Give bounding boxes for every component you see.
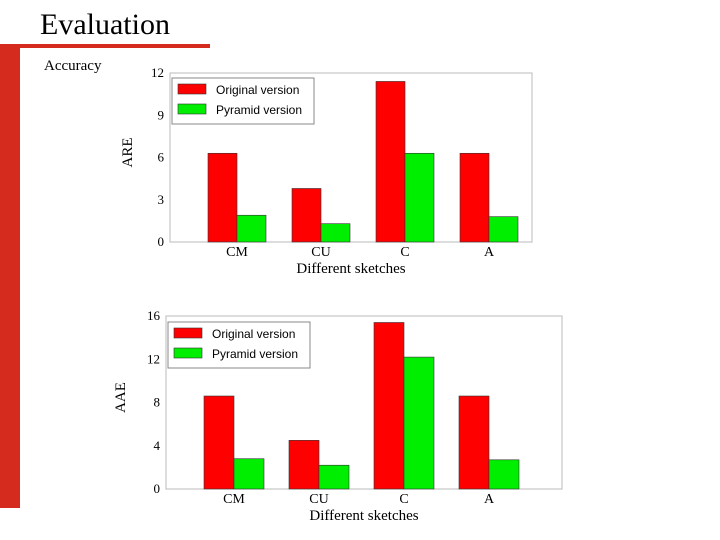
chart1-ytick-label: 3	[158, 192, 165, 207]
chart2-bar-pyramid-cu	[318, 464, 350, 490]
slide-title: Evaluation	[40, 8, 170, 41]
chart2-ytick-label: 4	[154, 438, 161, 453]
chart2-yaxis-label: AAE	[113, 382, 129, 413]
chart1-category-label: C	[400, 245, 409, 260]
chart1-bar-original-cu	[291, 188, 322, 243]
chart1-bar-original-a	[459, 152, 490, 243]
chart2-bar-original-cu	[288, 440, 320, 490]
chart1-bar-pyramid-cm	[236, 214, 267, 243]
chart1-bar-pyramid-a	[488, 216, 519, 243]
chart2-category-label: CM	[223, 492, 245, 507]
chart2-category-label: A	[484, 492, 495, 507]
chart2-ytick-label: 12	[147, 351, 160, 366]
chart1-category-label: CM	[226, 245, 248, 260]
chart1-ytick-label: 9	[158, 107, 165, 122]
chart2-category-label: C	[399, 492, 408, 507]
chart1-legend-label: Pyramid version	[216, 103, 302, 117]
chart1-ytick-label: 12	[151, 65, 164, 80]
chart1-plot-frame	[169, 72, 533, 243]
chart1-bar-original-c	[375, 81, 406, 243]
chart1-xaxis-label: Different sketches	[296, 261, 405, 277]
chart2-ytick-label: 8	[154, 395, 161, 410]
chart1-bar-pyramid-cu	[320, 223, 351, 243]
chart1-yaxis-label: ARE	[120, 138, 136, 168]
chart1-legend-swatch-original	[177, 83, 207, 95]
chart1-category-label: CU	[311, 245, 330, 260]
chart1-legend-box	[171, 77, 315, 125]
slide-subtitle: Accuracy	[44, 58, 102, 74]
chart1-ytick-label: 0	[158, 234, 165, 249]
chart1-legend-swatch-pyramid	[177, 103, 207, 115]
chart2-legend-swatch-original	[173, 327, 203, 339]
chart2-bar-original-a	[458, 395, 490, 490]
chart2-legend-label: Original version	[212, 327, 295, 341]
left-accent-bar	[0, 44, 20, 508]
chart2-bar-pyramid-c	[403, 356, 435, 490]
chart2-ytick-label: 0	[154, 481, 161, 496]
chart1-ytick-label: 6	[158, 150, 165, 165]
chart2-bar-pyramid-a	[488, 459, 520, 490]
chart1-legend-label: Original version	[216, 83, 299, 97]
chart2-ytick-label: 16	[147, 308, 161, 323]
chart2-bar-original-cm	[203, 395, 235, 490]
chart1-bar-pyramid-c	[404, 152, 435, 243]
title-underline	[0, 44, 210, 48]
chart2-xaxis-label: Different sketches	[309, 508, 418, 524]
chart2-bar-original-c	[373, 322, 405, 490]
chart2-legend-label: Pyramid version	[212, 347, 298, 361]
chart2-legend-swatch-pyramid	[173, 347, 203, 359]
chart2-bar-pyramid-cm	[233, 458, 265, 490]
chart1-category-label: A	[484, 245, 495, 260]
chart1-bar-original-cm	[207, 152, 238, 243]
chart2-category-label: CU	[309, 492, 328, 507]
chart2-plot-frame	[165, 315, 563, 490]
